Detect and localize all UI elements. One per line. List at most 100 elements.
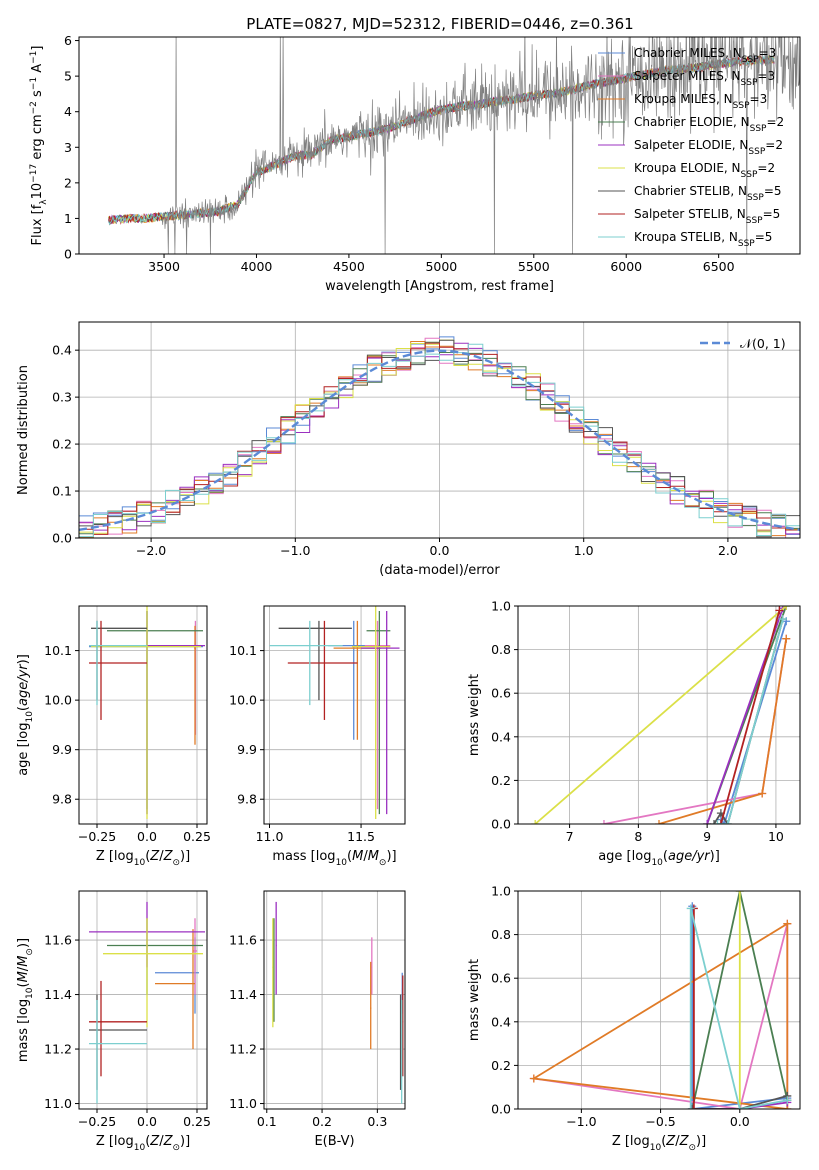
histogram-salpeter_stelib: [79, 342, 800, 535]
plot-area: [79, 336, 800, 538]
series-marker-salpeter_stelib: [775, 606, 784, 615]
y-tick-label: 0.6: [491, 686, 511, 701]
y-tick-label: 10.1: [44, 643, 72, 658]
series-marker-kroupa_stelib: [713, 820, 722, 824]
figure-title: PLATE=0827, MJD=52312, FIBERID=0446, z=0…: [246, 15, 633, 33]
y-tick-label: 11.4: [229, 987, 257, 1002]
axes-frame: [78, 36, 801, 255]
series-line-chabrier_miles: [691, 906, 788, 1109]
y-tick-label: 1: [64, 211, 72, 226]
series-marker-kroupa_miles: [655, 820, 663, 824]
series-line-kroupa_stelib: [717, 618, 784, 824]
legend-label: Kroupa ELODIE, NSSP=2: [634, 161, 775, 180]
legend: Chabrier MILES, NSSP=3 Salpeter MILES, NS…: [598, 46, 784, 249]
plot-area: [89, 901, 205, 1104]
x-tick-label: 8: [634, 829, 642, 844]
series-line-salpeter_stelib: [720, 610, 781, 824]
plot-area: [529, 891, 792, 1109]
y-tick-label: 11.0: [44, 1096, 72, 1111]
y-tick-label: 9.8: [237, 792, 257, 807]
legend-label: Kroupa STELIB, NSSP=5: [634, 230, 772, 249]
plot-area: [108, 37, 800, 254]
x-tick-label: −1.0: [566, 1114, 596, 1129]
y-tick-label: 0.4: [491, 729, 511, 744]
x-tick-label: −0.5: [645, 1114, 675, 1129]
y-tick-label: 0.2: [491, 773, 511, 788]
data-spectrum: [161, 37, 800, 254]
panel-mass_vs_Z: −0.25 0.0 0.25 11.0 11.2 11.4 11.6 Z [log10(Z/Z…: [16, 890, 211, 1153]
y-tick-label: 10.0: [229, 693, 257, 708]
legend-label: Chabrier ELODIE, NSSP=2: [634, 115, 784, 134]
series-marker-kroupa_miles: [783, 919, 792, 928]
x-tick-label: 4000: [241, 259, 273, 274]
panel-mass_weight_vs_Z: −1.0 −0.5 0.0 0.0 0.2 0.4 0.6 0.8 1.0 Z [log10(Z/…: [467, 884, 801, 1153]
x-tick-label: 0.0: [430, 543, 450, 558]
y-tick-label: 4: [64, 104, 72, 119]
axes-frame: [263, 605, 406, 825]
series-marker-chabrier_stelib: [688, 1105, 697, 1109]
legend-label: Kroupa MILES, NSSP=3: [634, 92, 767, 111]
legend: 𝒩(0, 1): [700, 336, 786, 351]
y-tick-label: 0.6: [491, 971, 511, 986]
series-marker-salpeter_elodie: [703, 820, 712, 824]
series-line-kroupa_stelib: [689, 908, 788, 1109]
legend-label: Chabrier MILES, NSSP=3: [634, 46, 776, 65]
plot-area: [272, 901, 404, 1104]
y-tick-label: 0.1: [52, 484, 72, 499]
x-tick-label: 3500: [148, 259, 180, 274]
legend-label: Chabrier STELIB, NSSP=5: [634, 184, 782, 203]
series-marker-kroupa_stelib: [735, 1105, 744, 1109]
x-tick-label: 0.0: [137, 1114, 157, 1129]
x-axis-label: (data-model)/error: [379, 563, 500, 578]
plot-area: [269, 606, 400, 820]
axes-frame: [263, 890, 406, 1110]
panel-mass_vs_ebv: 0.1 0.2 0.3 11.0 11.2 11.4 11.6 E(B-V): [229, 890, 406, 1149]
y-axis-label: mass weight: [467, 674, 482, 756]
series-marker-salpeter_stelib: [689, 1105, 698, 1109]
series-line-chabrier_miles: [720, 621, 788, 824]
series-marker-kroupa_elodie: [782, 606, 791, 610]
y-tick-label: 11.6: [44, 933, 72, 948]
y-axis-label: mass [log10(M/M⊙)]: [16, 938, 35, 1062]
y-axis-label: Flux [fλ10−17 erg cm−2 s−1 A−1]: [29, 46, 49, 246]
series-marker-kroupa_elodie: [735, 891, 744, 895]
x-tick-label: −2.0: [136, 543, 166, 558]
x-tick-label: 0.25: [183, 1114, 211, 1129]
y-tick-label: 11.6: [229, 933, 257, 948]
series-line-chabrier_stelib: [692, 1095, 788, 1109]
y-tick-label: 6: [64, 33, 72, 48]
x-axis-label: mass [log10(M/M⊙)]: [272, 849, 396, 868]
y-tick-label: 2: [64, 175, 72, 190]
y-tick-label: 10.0: [44, 693, 72, 708]
axes-frame: [78, 890, 208, 1110]
y-tick-label: 11.2: [44, 1042, 72, 1057]
x-tick-label: −1.0: [280, 543, 310, 558]
x-tick-label: 11.5: [347, 829, 375, 844]
series-marker-chabrier_stelib: [710, 820, 719, 824]
y-tick-label: 0.0: [491, 817, 511, 832]
series-line-salpeter_elodie: [692, 1101, 788, 1109]
legend-label: Salpeter STELIB, NSSP=5: [634, 207, 780, 226]
x-tick-label: 0.2: [312, 1114, 332, 1129]
panel-residuals: −2.0 −1.0 0.0 1.0 2.0 0.0 0.1 0.2 0.3 0.4 (data-mo…: [16, 321, 801, 578]
y-tick-label: 3: [64, 140, 72, 155]
x-tick-label: 6500: [703, 259, 735, 274]
series-marker-kroupa_stelib: [723, 820, 732, 824]
series-marker-kroupa_miles: [782, 634, 791, 643]
legend-label: Salpeter ELODIE, NSSP=2: [634, 138, 783, 157]
series-marker-kroupa_miles: [758, 789, 767, 798]
y-tick-label: 11.4: [44, 987, 72, 1002]
panel-mass_weight_vs_age: 7 8 9 10 0.0 0.2 0.4 0.6 0.8 1.0 age [log10(age/yr…: [467, 599, 801, 868]
x-axis-label: Z [log10(Z/Z⊙)]: [96, 1134, 190, 1153]
y-tick-label: 0.4: [491, 1014, 511, 1029]
y-tick-label: 0.2: [491, 1058, 511, 1073]
y-tick-label: 9.9: [52, 742, 72, 757]
y-tick-label: 0.0: [52, 531, 72, 546]
series-line-salpeter_miles: [603, 638, 788, 824]
x-tick-label: 5500: [518, 259, 550, 274]
series-marker-salpeter_stelib: [716, 820, 725, 824]
y-tick-label: 5: [64, 69, 72, 84]
series-line-kroupa_miles: [531, 922, 789, 1109]
y-tick-label: 0.8: [491, 642, 511, 657]
x-tick-label: 2.0: [718, 543, 738, 558]
